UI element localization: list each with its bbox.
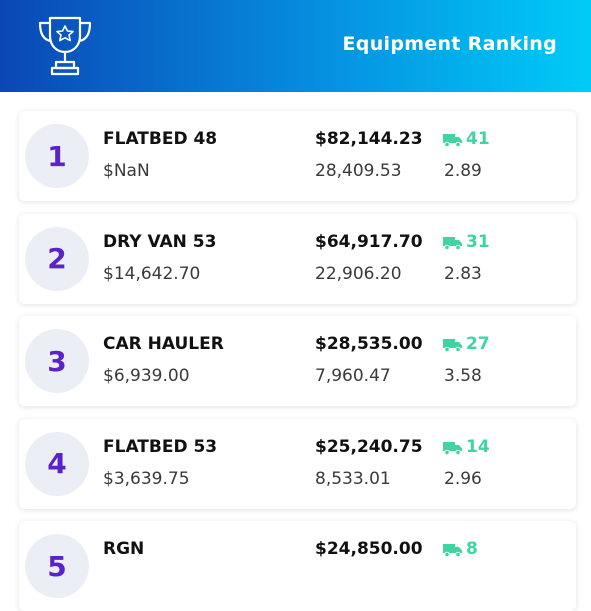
truck-icon <box>443 134 462 147</box>
load-count: 8 <box>466 539 478 559</box>
amount: $82,144.23 <box>315 129 423 149</box>
truck-icon <box>443 544 462 557</box>
miles: 28,409.53 <box>315 161 402 181</box>
header-title: Equipment Ranking <box>342 33 557 55</box>
equipment-sub: $14,642.70 <box>103 263 201 284</box>
amount: $25,240.75 <box>315 436 423 457</box>
page: Equipment Ranking 1 FLATBED 48 $NaN $82,144… <box>0 0 591 598</box>
rank-badge: 3 <box>25 329 89 393</box>
header: Equipment Ranking <box>0 0 591 92</box>
truck-icon <box>443 339 462 352</box>
truck-icon <box>443 236 462 250</box>
equipment-name: FLATBED 48 <box>103 129 218 149</box>
load-count: 27 <box>466 334 490 354</box>
trophy-icon <box>38 16 92 76</box>
load-count: 41 <box>466 129 490 149</box>
ranking-card: 1 FLATBED 48 $NaN $82,144.23 41 28,409.53 2.89 <box>19 111 576 201</box>
miles: 8,533.01 <box>315 468 391 489</box>
miles: 7,960.47 <box>315 366 391 386</box>
equipment-sub: $3,639.75 <box>103 468 190 489</box>
rank-badge: 2 <box>25 226 89 291</box>
rate: 2.89 <box>444 161 482 181</box>
equipment-sub: $6,939.00 <box>103 366 190 386</box>
amount: $24,850.00 <box>315 539 423 559</box>
equipment-name: CAR HAULER <box>103 334 224 354</box>
equipment-name: FLATBED 53 <box>103 436 218 457</box>
ranking-list: 1 FLATBED 48 $NaN $82,144.23 41 28,409.53 2.89… <box>19 111 576 598</box>
ranking-card: 3 CAR HAULER $6,939.00 $28,535.00 27 7,960.47… <box>19 316 576 406</box>
rate: 3.58 <box>444 366 482 386</box>
rank-badge: 4 <box>25 431 89 496</box>
rate: 2.83 <box>444 263 482 284</box>
ranking-card: 4 FLATBED 53 $3,639.75 $25,240.75 14 8,533.01… <box>19 418 576 509</box>
rank-badge: 5 <box>25 534 89 598</box>
truck-icon <box>443 441 462 455</box>
ranking-card: 5 RGN $24,850.00 8 <box>19 521 576 611</box>
load-count: 31 <box>466 231 490 252</box>
equipment-name: RGN <box>103 539 145 559</box>
rate: 2.96 <box>444 468 482 489</box>
miles: 22,906.20 <box>315 263 402 284</box>
amount: $64,917.70 <box>315 231 423 252</box>
equipment-sub: $NaN <box>103 161 150 181</box>
ranking-card: 2 DRY VAN 53 $14,642.70 $64,917.70 31 22,906.… <box>19 213 576 304</box>
amount: $28,535.00 <box>315 334 423 354</box>
equipment-name: DRY VAN 53 <box>103 231 217 252</box>
load-count: 14 <box>466 436 490 457</box>
rank-badge: 1 <box>25 124 89 188</box>
